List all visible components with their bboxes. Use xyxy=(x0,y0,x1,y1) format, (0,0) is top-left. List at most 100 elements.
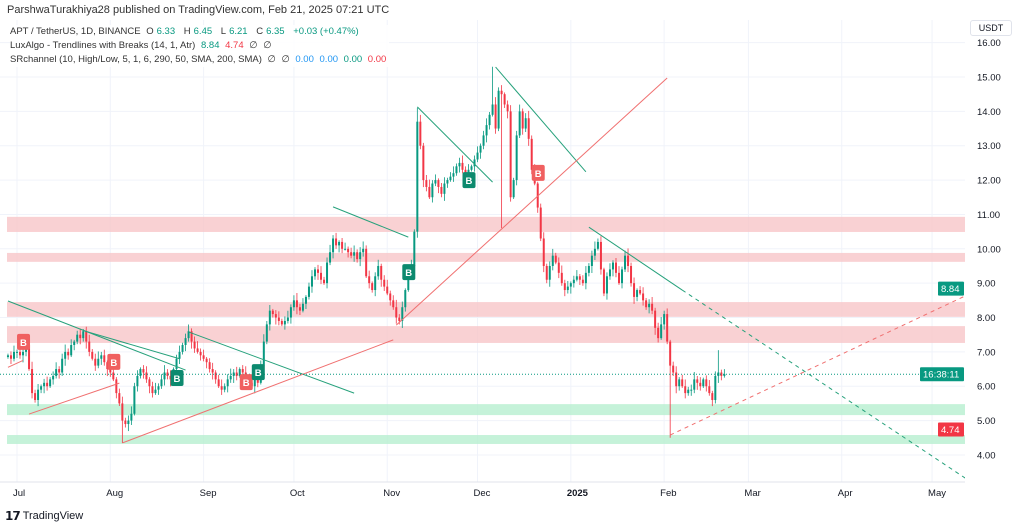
indicator-row-srchannel[interactable]: SRchannel (10, High/Low, 5, 1, 6, 290, 5… xyxy=(10,53,389,67)
candle-down xyxy=(527,118,530,139)
candle-down xyxy=(461,162,464,170)
high-label: H xyxy=(183,26,191,37)
candle-down xyxy=(365,248,368,277)
break-label-up xyxy=(402,264,416,281)
candle-up xyxy=(12,351,15,359)
price-tick-label: 11.00 xyxy=(977,210,1000,221)
candle-up xyxy=(157,386,160,390)
candle-up xyxy=(717,372,720,376)
candle-down xyxy=(151,386,154,394)
downtrend-line xyxy=(332,206,409,238)
change-value: +0.03 (+0.47%) xyxy=(293,26,359,37)
candle-down xyxy=(419,121,422,146)
candle-up xyxy=(238,369,241,376)
candle-up xyxy=(37,389,40,400)
price-tag xyxy=(920,367,964,382)
candle-down xyxy=(118,393,121,404)
candle-up xyxy=(512,180,515,198)
break-label-up xyxy=(170,369,184,386)
downtrend-line xyxy=(588,226,683,291)
candle-down xyxy=(440,186,443,194)
candle-up xyxy=(660,324,663,339)
price-axis-ticks: 4.00 5.00 6.00 7.00 8.00 9.00 10.00 11.00 12.00 1… xyxy=(977,38,1001,461)
symbol-title[interactable]: APT / TetherUS, 1D, BINANCE xyxy=(10,26,141,37)
candle-down xyxy=(34,393,37,400)
candle-down xyxy=(85,331,88,342)
time-tick-label: Apr xyxy=(838,488,853,499)
time-tick-label: May xyxy=(928,488,946,499)
candle-down xyxy=(539,207,542,239)
price-tick-label: 6.00 xyxy=(977,382,996,393)
candle-down xyxy=(651,303,654,311)
candle-down xyxy=(618,272,620,284)
candle-down xyxy=(560,272,563,284)
candle-down xyxy=(720,372,723,376)
indicator-value: 8.84 xyxy=(200,40,220,51)
candle-up xyxy=(636,290,639,297)
break-label-down xyxy=(531,164,545,181)
time-tick-label: Feb xyxy=(660,488,676,499)
candle-up xyxy=(232,372,235,376)
candle-up xyxy=(139,369,142,376)
candle-up xyxy=(286,317,289,321)
candle-up xyxy=(648,303,651,308)
ohlc-close: C 6.35 xyxy=(256,26,287,37)
candle-down xyxy=(208,362,211,370)
support-zone xyxy=(7,404,965,416)
candle-down xyxy=(235,372,238,376)
candle-up xyxy=(70,345,73,356)
candle-up xyxy=(283,320,286,325)
candle-up xyxy=(663,314,666,325)
legend: APT / TetherUS, 1D, BINANCE O 6.33 H 6.45 … xyxy=(10,25,390,67)
candle-down xyxy=(554,255,557,263)
candle-down xyxy=(31,369,34,394)
candle-up xyxy=(482,135,485,146)
candle-up xyxy=(434,180,437,184)
tradingview-logo[interactable]: 𝟭𝟳 TradingView xyxy=(5,509,83,523)
downtrend-line xyxy=(188,331,355,394)
candle-up xyxy=(488,114,491,126)
close-label: C xyxy=(256,26,264,37)
candle-down xyxy=(627,255,630,266)
time-tick-label: Oct xyxy=(290,488,305,499)
candle-up xyxy=(154,389,157,394)
indicator-value: 0.00 xyxy=(319,54,339,65)
candle-up xyxy=(73,341,76,346)
candle-up xyxy=(133,386,136,414)
candle-up xyxy=(687,389,690,394)
price-axis[interactable] xyxy=(965,20,1024,482)
candle-up xyxy=(473,159,476,167)
candle-down xyxy=(199,351,202,356)
candle-down xyxy=(602,269,605,294)
candle-down xyxy=(28,345,31,370)
downtrend-line xyxy=(416,106,493,183)
currency-button[interactable]: USDT xyxy=(970,20,1012,36)
time-axis[interactable] xyxy=(0,482,965,504)
candle-up xyxy=(593,248,596,256)
candle-down xyxy=(530,138,533,170)
candle-up xyxy=(443,183,446,194)
candle-down xyxy=(214,372,217,380)
indicator-name: SRchannel (10, High/Low, 5, 1, 6, 290, 5… xyxy=(10,54,262,65)
candle-up xyxy=(548,265,551,280)
price-tag-text: 4.74 xyxy=(941,425,960,436)
candle-down xyxy=(350,252,353,256)
candle-up xyxy=(587,265,590,273)
price-tags: 8.84 16:38:11 4.74 xyxy=(920,281,964,437)
low-value: 6.21 xyxy=(229,26,248,37)
time-tick-label: 2025 xyxy=(567,488,589,499)
candle-down xyxy=(142,369,145,373)
candle-up xyxy=(690,389,693,391)
indicator-row-trendlines[interactable]: LuxAlgo - Trendlines with Breaks (14, 1,… xyxy=(10,39,389,53)
indicator-value: ∅ xyxy=(267,54,276,65)
candle-up xyxy=(413,231,416,266)
candle-up xyxy=(82,331,85,339)
candle-down xyxy=(639,290,642,294)
candle-up xyxy=(64,351,67,359)
candle-down xyxy=(124,420,127,425)
candle-down xyxy=(103,355,106,363)
break-label-text: B xyxy=(20,338,27,349)
candle-down xyxy=(675,372,678,387)
low-label: L xyxy=(220,26,227,37)
